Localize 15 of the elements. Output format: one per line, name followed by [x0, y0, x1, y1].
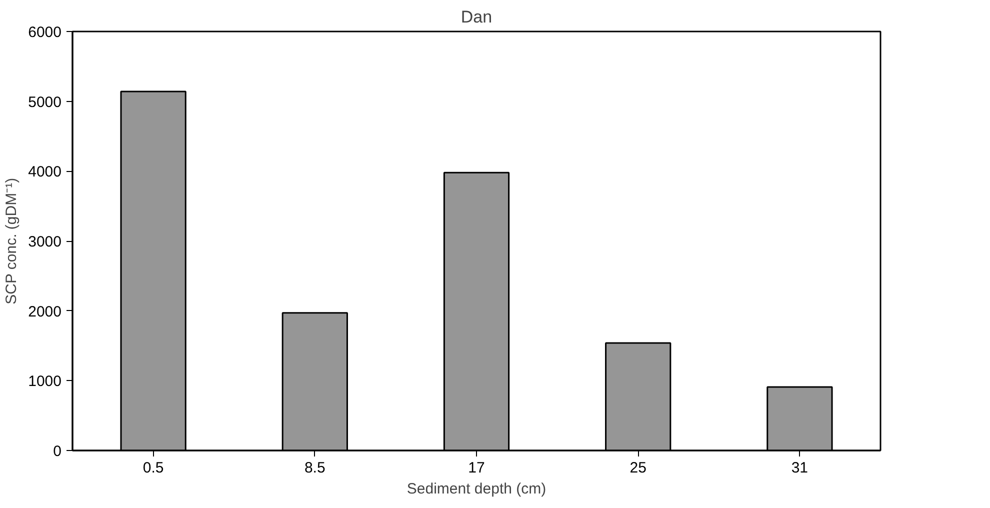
y-tick-label: 2000 — [28, 303, 62, 320]
y-tick-label: 4000 — [28, 164, 62, 181]
y-axis-title: SCP conc. (gDM⁻¹) — [3, 178, 20, 304]
x-tick-label: 17 — [468, 460, 485, 476]
chart-title: Dan — [460, 8, 492, 26]
y-tick-label: 3000 — [28, 234, 62, 250]
y-tick-label: 6000 — [28, 24, 62, 41]
y-tick-label: 0 — [53, 443, 62, 460]
y-tick-label: 1000 — [28, 373, 62, 390]
x-axis-title: Sediment depth (cm) — [406, 480, 546, 498]
x-tick-label: 8.5 — [304, 460, 326, 476]
x-tick-label: 0.5 — [142, 460, 164, 476]
y-tick-label: 5000 — [28, 94, 62, 111]
x-tick-label: 25 — [630, 460, 646, 476]
x-tick-label: 31 — [791, 460, 808, 476]
